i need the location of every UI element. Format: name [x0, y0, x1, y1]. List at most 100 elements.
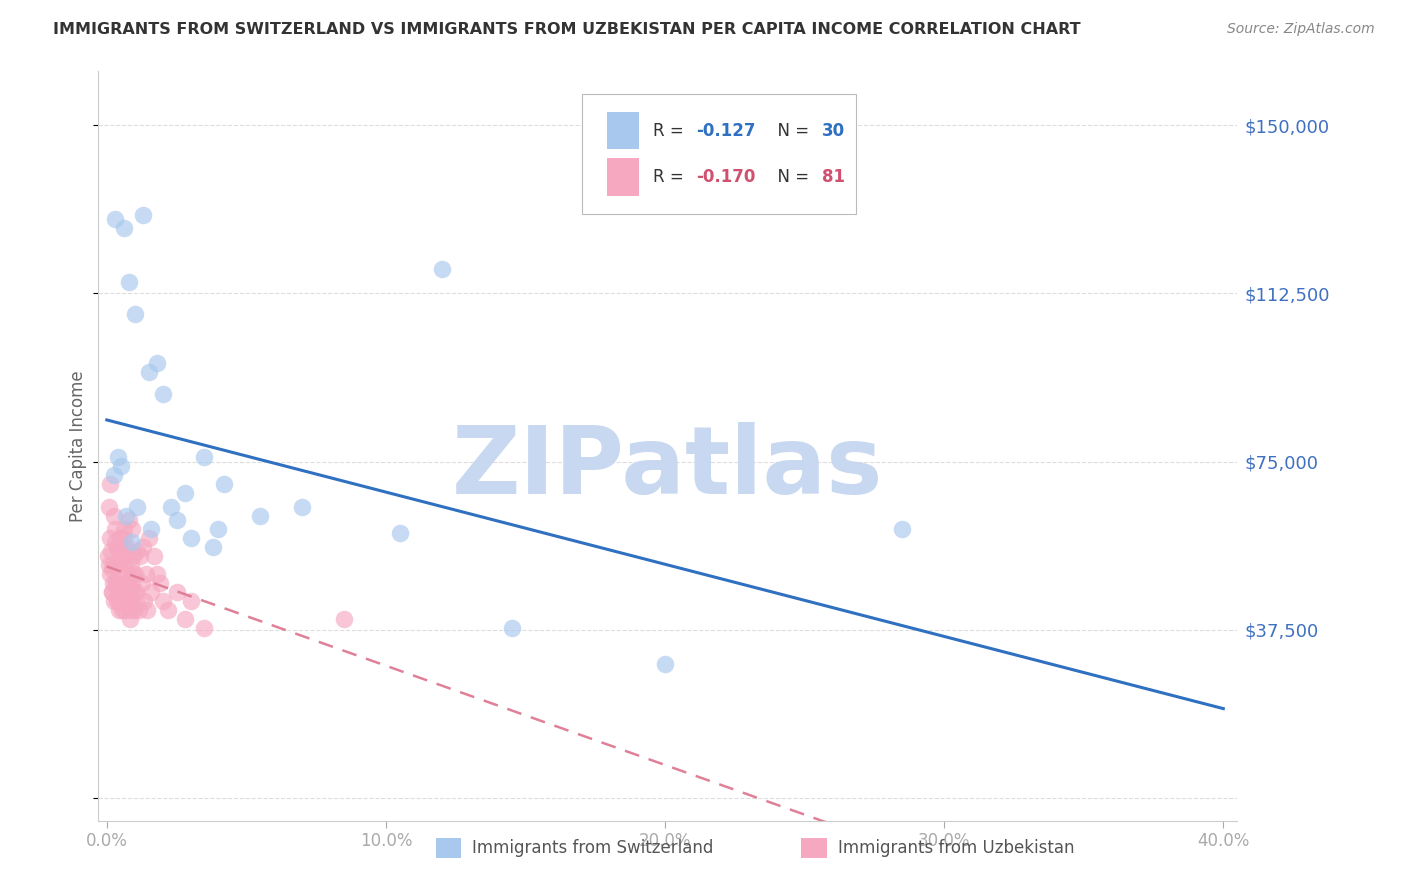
Point: [121, 522, 143, 536]
Point: [388, 526, 411, 541]
Point: [141, 584, 163, 599]
Point: [160, 500, 183, 514]
Point: [149, 575, 172, 590]
Point: [166, 584, 188, 599]
Point: [166, 513, 188, 527]
Bar: [607, 158, 640, 195]
Point: [207, 522, 229, 536]
Point: [111, 540, 134, 554]
Point: [122, 603, 145, 617]
Point: [104, 522, 127, 536]
Point: [152, 594, 174, 608]
Point: [120, 558, 142, 572]
Text: -0.127: -0.127: [696, 121, 756, 140]
Point: [115, 540, 138, 554]
Point: [101, 575, 124, 590]
Point: [174, 612, 197, 626]
Point: [98, 558, 121, 572]
Text: ZIPatlas: ZIPatlas: [453, 423, 883, 515]
Point: [98, 566, 121, 581]
Point: [122, 584, 145, 599]
Point: [112, 531, 135, 545]
Point: [146, 356, 169, 370]
Point: [104, 575, 127, 590]
Text: IMMIGRANTS FROM SWITZERLAND VS IMMIGRANTS FROM UZBEKISTAN PER CAPITA INCOME CORR: IMMIGRANTS FROM SWITZERLAND VS IMMIGRANT…: [53, 22, 1081, 37]
Point: [124, 594, 146, 608]
Point: [103, 508, 125, 523]
Text: R =: R =: [652, 121, 689, 140]
Point: [201, 540, 224, 554]
Point: [291, 500, 314, 514]
Text: 81: 81: [821, 168, 845, 186]
Point: [105, 575, 128, 590]
Point: [100, 584, 122, 599]
Point: [107, 544, 129, 558]
Point: [101, 584, 124, 599]
Point: [174, 486, 197, 500]
Point: [110, 553, 132, 567]
Point: [115, 575, 138, 590]
Point: [104, 212, 127, 227]
Point: [107, 594, 129, 608]
Point: [112, 575, 135, 590]
Text: Source: ZipAtlas.com: Source: ZipAtlas.com: [1227, 22, 1375, 37]
Point: [121, 566, 143, 581]
Point: [118, 584, 141, 599]
Point: [143, 549, 166, 563]
Point: [212, 477, 235, 491]
Point: [193, 450, 215, 465]
Point: [132, 540, 155, 554]
Point: [117, 594, 139, 608]
Point: [120, 603, 142, 617]
Point: [118, 275, 141, 289]
Point: [110, 459, 132, 474]
Point: [129, 549, 152, 563]
Point: [152, 387, 174, 401]
Text: Immigrants from Uzbekistan: Immigrants from Uzbekistan: [838, 839, 1074, 857]
Point: [97, 549, 120, 563]
Point: [101, 562, 124, 576]
Point: [117, 566, 139, 581]
Point: [136, 603, 159, 617]
Point: [110, 603, 132, 617]
Point: [128, 603, 150, 617]
Point: [118, 513, 141, 527]
Point: [100, 531, 122, 545]
Point: [127, 544, 149, 558]
Point: [108, 531, 131, 545]
Point: [127, 500, 149, 514]
Point: [103, 594, 125, 608]
Point: [107, 590, 129, 604]
Point: [180, 594, 202, 608]
Text: 30: 30: [821, 121, 845, 140]
Point: [134, 594, 156, 608]
Point: [110, 580, 132, 594]
Point: [114, 594, 136, 608]
Point: [132, 208, 155, 222]
Point: [108, 566, 131, 581]
Point: [891, 522, 914, 536]
Point: [501, 621, 523, 635]
Point: [122, 549, 145, 563]
Point: [115, 575, 138, 590]
Point: [111, 584, 134, 599]
Point: [141, 522, 163, 536]
Point: [107, 450, 129, 465]
Point: [118, 612, 141, 626]
Point: [120, 594, 142, 608]
Point: [121, 535, 143, 549]
Point: [114, 558, 136, 572]
Point: [121, 575, 143, 590]
Point: [104, 535, 127, 549]
Point: [333, 612, 356, 626]
Point: [193, 621, 215, 635]
Text: R =: R =: [652, 168, 689, 186]
Point: [111, 594, 134, 608]
Point: [125, 584, 148, 599]
Point: [138, 531, 160, 545]
Point: [97, 500, 120, 514]
Point: [654, 657, 676, 671]
Point: [430, 261, 453, 276]
Point: [135, 566, 157, 581]
Point: [146, 566, 169, 581]
